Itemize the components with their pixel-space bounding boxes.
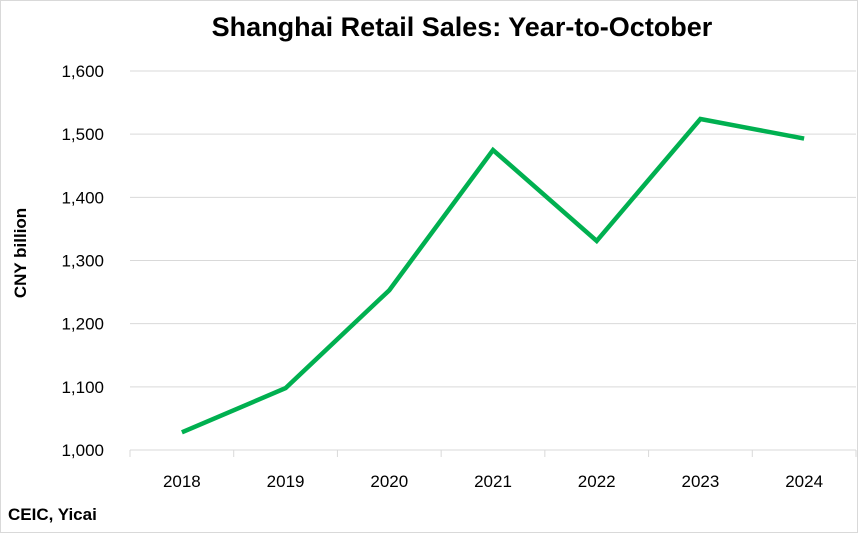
gridlines bbox=[130, 70, 856, 388]
y-tick-label: 1,500 bbox=[61, 125, 104, 144]
x-tick-label: 2019 bbox=[267, 472, 305, 491]
x-tick-label: 2023 bbox=[682, 472, 720, 491]
x-tick-label: 2022 bbox=[578, 472, 616, 491]
x-tick-label: 2020 bbox=[370, 472, 408, 491]
x-tick-label: 2021 bbox=[474, 472, 512, 491]
y-tick-label: 1,100 bbox=[61, 378, 104, 397]
y-axis-tick-labels: 1,000 1,100 1,200 1,300 1,400 1,500 1,600 bbox=[61, 62, 104, 460]
y-tick-label: 1,000 bbox=[61, 441, 104, 460]
x-axis-tick-labels: 2018 2019 2020 2021 2022 2023 2024 bbox=[163, 472, 823, 491]
y-tick-label: 1,300 bbox=[61, 252, 104, 271]
series-layer bbox=[181, 116, 805, 435]
y-tick-label: 1,200 bbox=[61, 315, 104, 334]
y-tick-label: 1,400 bbox=[61, 188, 104, 207]
x-axis bbox=[129, 449, 857, 457]
y-tick-label: 1,600 bbox=[61, 62, 104, 81]
chart-title: Shanghai Retail Sales: Year-to-October bbox=[212, 12, 713, 42]
y-axis-label: CNY billion bbox=[11, 208, 30, 298]
x-tick-label: 2024 bbox=[785, 472, 823, 491]
x-tick-label: 2018 bbox=[163, 472, 201, 491]
source-note: CEIC, Yicai bbox=[8, 505, 97, 524]
series-line bbox=[181, 116, 805, 435]
